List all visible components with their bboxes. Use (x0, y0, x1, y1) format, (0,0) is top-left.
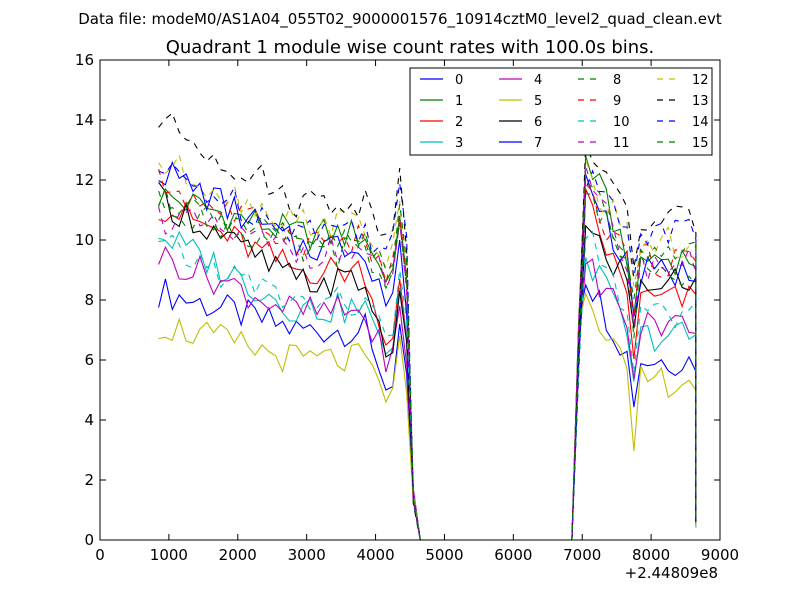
legend-label-12: 12 (692, 73, 709, 88)
y-tick-label: 0 (84, 531, 94, 549)
x-tick-label: 9000 (701, 546, 739, 564)
series-line-0 (158, 278, 697, 540)
y-tick-label: 16 (75, 51, 94, 69)
series-line-15 (158, 190, 697, 540)
legend-box (409, 67, 713, 156)
series-line-12 (158, 153, 697, 540)
y-tick-label: 8 (84, 291, 94, 309)
y-tick-label: 2 (84, 471, 94, 489)
y-tick-label: 6 (84, 351, 94, 369)
x-tick-label: 1000 (150, 546, 188, 564)
series-line-3 (158, 230, 697, 540)
x-tick-label: 2000 (219, 546, 257, 564)
x-tick-label: 0 (95, 546, 105, 564)
legend-label-13: 13 (692, 94, 709, 109)
series-line-7 (158, 160, 697, 540)
series-line-4 (158, 245, 697, 540)
legend-label-6: 6 (534, 115, 542, 130)
x-offset-label: +2.44809e8 (625, 564, 718, 582)
plot-area (158, 112, 697, 540)
legend-label-4: 4 (534, 73, 542, 88)
series-line-2 (158, 188, 697, 540)
legend-label-9: 9 (613, 94, 621, 109)
series-line-11 (158, 165, 697, 540)
legend-label-14: 14 (692, 115, 709, 130)
x-tick-label: 6000 (494, 546, 532, 564)
series-line-8 (158, 183, 697, 540)
legend-label-2: 2 (455, 115, 463, 130)
chart-title: Quadrant 1 module wise count rates with … (166, 37, 655, 58)
series-line-9 (158, 168, 697, 540)
series-lines (158, 112, 697, 540)
legend-label-10: 10 (613, 115, 630, 130)
x-tick-label: 7000 (563, 546, 601, 564)
legend-label-0: 0 (455, 73, 463, 88)
x-tick-label: 3000 (288, 546, 326, 564)
legend-label-3: 3 (455, 136, 463, 151)
axes: 0 1000 2000 3000 4000 5000 6000 7000 8000 9000 0 2 4… (75, 51, 739, 564)
legend-label-7: 7 (534, 136, 542, 151)
legend-label-1: 1 (455, 94, 463, 109)
chart-suptitle: Data file: modeM0/AS1A04_055T02_90000015… (78, 10, 722, 29)
x-tick-label: 4000 (356, 546, 394, 564)
y-tick-label: 10 (75, 231, 94, 249)
x-tick-label: 8000 (632, 546, 670, 564)
series-line-1 (158, 155, 697, 540)
series-line-5 (158, 291, 697, 540)
legend-label-8: 8 (613, 73, 621, 88)
series-line-14 (158, 162, 697, 540)
legend-label-15: 15 (692, 136, 709, 151)
legend-label-11: 11 (613, 136, 630, 151)
x-tick-label: 5000 (425, 546, 463, 564)
series-line-13 (158, 112, 697, 540)
y-tick-label: 4 (84, 411, 94, 429)
y-tick-label: 14 (75, 111, 94, 129)
legend-label-5: 5 (534, 94, 542, 109)
y-tick-label: 12 (75, 171, 94, 189)
series-line-10 (158, 230, 697, 540)
